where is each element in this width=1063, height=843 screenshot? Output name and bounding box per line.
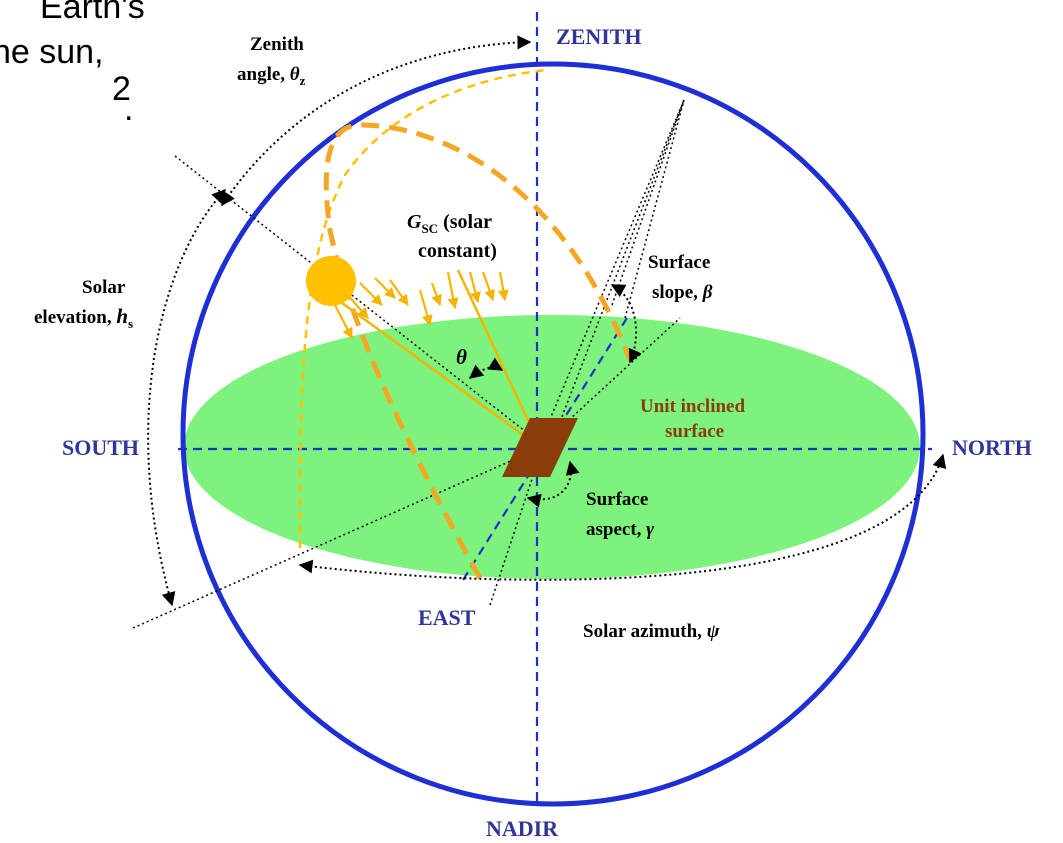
solar-constant-label: GSC (solar constant) <box>407 211 497 262</box>
svg-text:Surface: Surface <box>586 489 648 510</box>
solar-elevation-label: Solar elevation, hs <box>34 277 133 331</box>
slide-text-fragment: Earth's he sun, 2 . <box>0 0 145 128</box>
slide-text-line-2: he sun, <box>0 33 104 71</box>
beam-from-sky <box>456 269 539 442</box>
surface-normal-line-3 <box>611 99 685 306</box>
svg-text:slope, β: slope, β <box>652 282 713 303</box>
slide-text-line-1: Earth's <box>40 0 145 26</box>
slide-text-superscript: 2 <box>112 70 131 108</box>
solar-azimuth-arc <box>298 453 947 581</box>
south-label: SOUTH <box>62 435 139 460</box>
sun-icon <box>306 256 356 306</box>
svg-text:GSC (solar: GSC (solar <box>407 211 492 236</box>
svg-text:angle, θz: angle, θz <box>237 64 306 88</box>
svg-text:Zenith: Zenith <box>250 34 304 55</box>
surface-aspect-arc <box>526 460 580 508</box>
svg-text:Unit inclined: Unit inclined <box>640 396 745 417</box>
solar-rays <box>334 271 509 339</box>
svg-text:aspect, γ: aspect, γ <box>586 519 654 540</box>
slide-text-dot: . <box>124 90 133 128</box>
surface-normal-line-2 <box>552 99 685 441</box>
north-label: NORTH <box>952 435 1032 460</box>
east-label: EAST <box>418 605 476 630</box>
zenith-angle-arc <box>221 35 532 207</box>
svg-text:elevation, hs: elevation, hs <box>34 304 133 331</box>
svg-text:surface: surface <box>665 421 724 442</box>
solar-elevation-arc <box>147 188 226 607</box>
svg-text:Solar: Solar <box>82 277 126 298</box>
sun-direction-line <box>174 155 541 444</box>
surface-slope-label: Surface slope, β <box>648 252 713 303</box>
solar-azimuth-label: Solar azimuth, ψ <box>583 621 720 642</box>
beam-from-sun <box>337 298 539 447</box>
svg-text:Surface: Surface <box>648 252 710 273</box>
unit-surface-label: Unit inclined surface <box>640 396 745 442</box>
zenith-angle-label: Zenith angle, θz <box>237 34 306 88</box>
svg-text:constant): constant) <box>418 240 497 262</box>
zenith-label: ZENITH <box>556 24 642 49</box>
surface-normal-line-1 <box>539 99 685 444</box>
nadir-label: NADIR <box>486 816 559 841</box>
surface-aspect-label: Surface aspect, γ <box>586 489 654 540</box>
incidence-angle-label: θ <box>456 345 467 369</box>
